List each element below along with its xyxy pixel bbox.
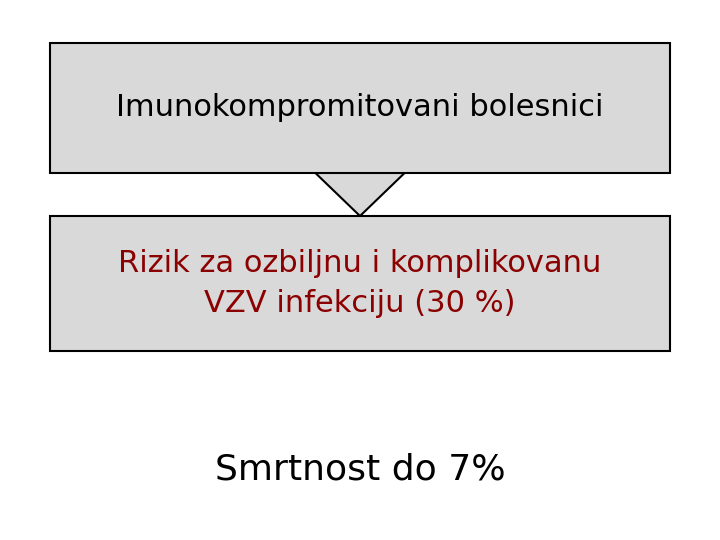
Text: Smrtnost do 7%: Smrtnost do 7% <box>215 453 505 487</box>
Text: Imunokompromitovani bolesnici: Imunokompromitovani bolesnici <box>116 93 604 123</box>
Bar <box>50 216 670 351</box>
Polygon shape <box>310 159 410 216</box>
Bar <box>50 43 670 173</box>
Text: Rizik za ozbiljnu i komplikovanu
VZV infekciju (30 %): Rizik za ozbiljnu i komplikovanu VZV inf… <box>118 249 602 318</box>
